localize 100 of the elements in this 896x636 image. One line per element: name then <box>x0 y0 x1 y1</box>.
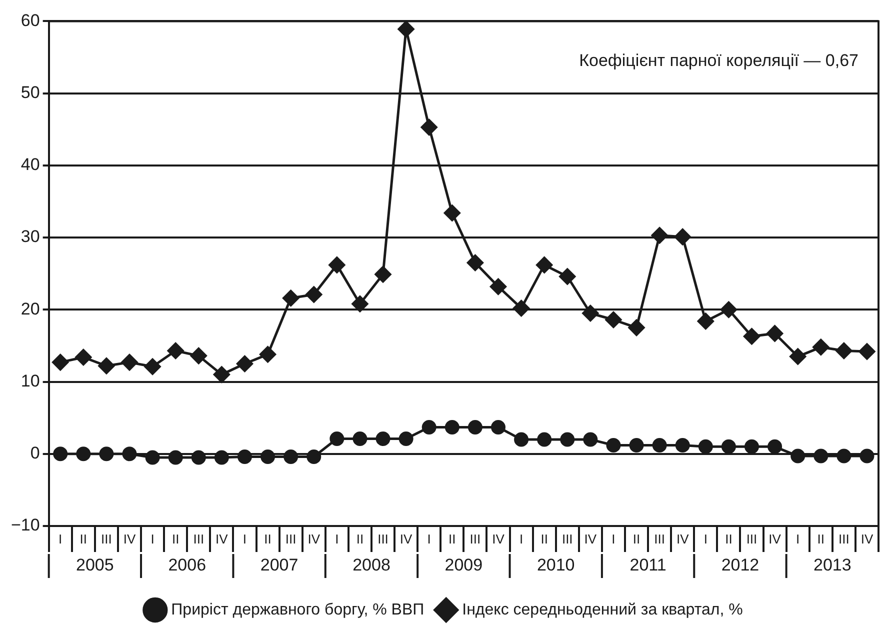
point <box>214 450 229 465</box>
text: 2009 <box>444 556 483 575</box>
x-tick-label: IV <box>400 531 413 546</box>
point <box>583 432 598 447</box>
x-tick-label: I <box>242 531 247 546</box>
x-tick-label: IV <box>216 531 228 546</box>
x-tick-label: III <box>838 531 850 546</box>
point <box>376 431 390 446</box>
point <box>422 420 436 434</box>
point <box>53 446 68 462</box>
point <box>420 118 438 136</box>
text: 2008 <box>352 556 390 575</box>
x-tick-label: II <box>632 531 640 546</box>
point <box>260 450 276 464</box>
point <box>444 204 460 222</box>
x-tick-label: II <box>80 531 88 546</box>
point <box>537 432 552 447</box>
point <box>284 450 298 464</box>
point <box>605 312 622 328</box>
x-tick-label: III <box>470 531 481 546</box>
point <box>352 431 368 446</box>
x-tick-label: IV <box>768 531 782 546</box>
point <box>398 431 414 446</box>
y-tick-label: 30 <box>20 227 40 246</box>
text: 2006 <box>168 556 206 575</box>
text: 2011 <box>630 556 666 575</box>
point <box>282 290 300 306</box>
point <box>76 446 91 462</box>
x-tick-label: III <box>746 531 758 546</box>
point <box>790 448 806 464</box>
point <box>814 448 828 464</box>
text: 2005 <box>76 556 114 575</box>
point <box>374 266 392 283</box>
point <box>490 420 506 434</box>
point <box>536 256 553 274</box>
x-tick-label: III <box>562 531 573 546</box>
x-tick-label: II <box>264 531 272 546</box>
x-tick-label: II <box>725 531 732 546</box>
point <box>99 446 114 462</box>
point <box>398 21 414 38</box>
x-tick-label: I <box>427 531 431 546</box>
y-tick-label: 60 <box>20 10 40 30</box>
point <box>812 338 830 356</box>
point <box>168 450 183 465</box>
point <box>145 450 160 465</box>
text: 2010 <box>536 556 575 575</box>
x-tick-label: II <box>172 531 180 546</box>
y-tick-label: 50 <box>20 83 40 102</box>
point <box>75 349 92 366</box>
x-tick-label: I <box>796 531 800 546</box>
point <box>675 438 690 452</box>
x-tick-label: I <box>335 531 339 546</box>
point <box>306 286 322 303</box>
point <box>582 305 599 322</box>
point <box>167 342 184 360</box>
point <box>260 346 276 363</box>
x-tick-label: III <box>285 531 296 546</box>
x-tick-label: III <box>654 531 665 546</box>
point <box>836 448 852 464</box>
point <box>513 300 530 316</box>
point <box>98 358 115 374</box>
x-tick-label: II <box>356 531 364 546</box>
point <box>514 432 529 447</box>
x-tick-label: III <box>193 531 204 546</box>
point <box>858 343 876 360</box>
point <box>328 256 346 274</box>
point <box>352 296 368 312</box>
point <box>606 438 621 452</box>
text: 2012 <box>721 556 760 575</box>
point <box>860 448 874 464</box>
x-tick-label: I <box>704 531 708 546</box>
point <box>651 227 668 244</box>
point <box>490 278 506 295</box>
point <box>213 366 230 383</box>
point <box>144 358 161 375</box>
point <box>466 254 484 272</box>
x-tick-label: II <box>817 531 824 546</box>
y-tick-label: 40 <box>20 155 40 174</box>
x-tick-label: IV <box>584 531 597 546</box>
point <box>768 439 782 454</box>
point <box>237 450 252 464</box>
x-tick-label: I <box>150 531 154 546</box>
annotation: Коефіцієнт парної кореляції — 0,67 <box>579 50 858 70</box>
y-tick-label: 0 <box>30 444 40 463</box>
text: 2007 <box>260 556 298 575</box>
point <box>629 438 644 452</box>
point <box>744 439 759 454</box>
x-tick-label: IV <box>492 531 505 546</box>
x-tick-label: I <box>58 531 62 546</box>
point <box>306 450 322 464</box>
point <box>191 450 206 465</box>
point <box>766 325 784 342</box>
point <box>121 354 138 371</box>
x-tick-label: I <box>612 531 616 546</box>
text: 2013 <box>813 556 852 575</box>
point <box>790 348 806 365</box>
x-tick-label: I <box>519 531 524 546</box>
point <box>720 301 737 318</box>
point <box>122 446 137 462</box>
point <box>721 439 736 454</box>
